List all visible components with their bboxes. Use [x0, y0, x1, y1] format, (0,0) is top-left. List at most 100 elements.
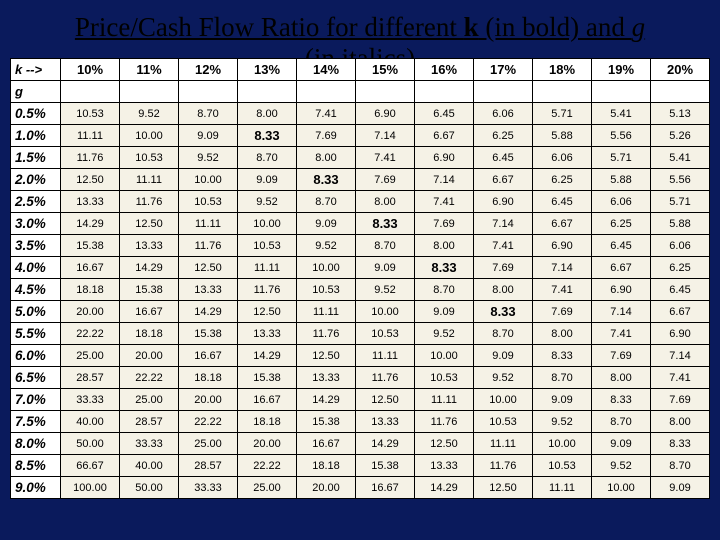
value-cell: 7.69: [533, 301, 592, 323]
value-cell: 13.33: [179, 279, 238, 301]
title-mid: (in bold) and: [479, 12, 632, 42]
value-cell: 25.00: [238, 477, 297, 499]
value-cell: 8.70: [533, 367, 592, 389]
value-cell: 13.33: [61, 191, 120, 213]
value-cell: 8.00: [592, 367, 651, 389]
value-cell: 6.45: [651, 279, 710, 301]
value-cell: 11.76: [238, 279, 297, 301]
value-cell: 8.00: [533, 323, 592, 345]
value-cell: 6.67: [474, 169, 533, 191]
value-cell: 9.52: [120, 103, 179, 125]
value-cell: 15.38: [179, 323, 238, 345]
k-header: 10%: [61, 59, 120, 81]
value-cell: 7.69: [356, 169, 415, 191]
value-cell: 6.67: [651, 301, 710, 323]
value-cell: 6.90: [592, 279, 651, 301]
value-cell: 6.25: [651, 257, 710, 279]
value-cell: 6.06: [474, 103, 533, 125]
corner-k: k -->: [11, 59, 61, 81]
ratio-table-container: k -->10%11%12%13%14%15%16%17%18%19%20%g …: [10, 58, 710, 499]
value-cell: 12.50: [179, 257, 238, 279]
value-cell: 11.76: [179, 235, 238, 257]
g-label: 0.5%: [11, 103, 61, 125]
blank-cell: [592, 81, 651, 103]
value-cell: 40.00: [61, 411, 120, 433]
value-cell: 9.52: [238, 191, 297, 213]
value-cell: 8.70: [356, 235, 415, 257]
value-cell: 7.69: [415, 213, 474, 235]
g-label: 1.5%: [11, 147, 61, 169]
g-label: 7.0%: [11, 389, 61, 411]
value-cell: 7.69: [297, 125, 356, 147]
value-cell: 14.29: [61, 213, 120, 235]
value-cell: 5.88: [533, 125, 592, 147]
value-cell: 7.41: [356, 147, 415, 169]
value-cell: 9.09: [297, 213, 356, 235]
value-cell: 10.00: [415, 345, 474, 367]
value-cell: 14.29: [415, 477, 474, 499]
value-cell: 13.33: [356, 411, 415, 433]
value-cell: 11.11: [179, 213, 238, 235]
value-cell: 11.11: [120, 169, 179, 191]
value-cell: 8.00: [474, 279, 533, 301]
value-cell: 7.14: [651, 345, 710, 367]
value-cell: 9.52: [179, 147, 238, 169]
value-cell: 11.11: [356, 345, 415, 367]
value-cell: 16.67: [120, 301, 179, 323]
value-cell: 10.53: [356, 323, 415, 345]
blank-cell: [61, 81, 120, 103]
value-cell: 8.70: [474, 323, 533, 345]
value-cell: 50.00: [120, 477, 179, 499]
value-cell: 16.67: [61, 257, 120, 279]
value-cell: 8.33: [651, 433, 710, 455]
value-cell: 28.57: [179, 455, 238, 477]
value-cell: 14.29: [297, 389, 356, 411]
value-cell: 6.45: [533, 191, 592, 213]
value-cell: 8.70: [297, 191, 356, 213]
value-cell: 20.00: [179, 389, 238, 411]
value-cell: 25.00: [179, 433, 238, 455]
value-cell: 15.38: [297, 411, 356, 433]
value-cell: 6.67: [415, 125, 474, 147]
value-cell: 10.53: [474, 411, 533, 433]
value-cell: 10.53: [238, 235, 297, 257]
value-cell: 12.50: [297, 345, 356, 367]
value-cell: 18.18: [238, 411, 297, 433]
value-cell: 16.67: [179, 345, 238, 367]
value-cell: 6.90: [415, 147, 474, 169]
value-cell: 10.53: [179, 191, 238, 213]
value-cell: 8.33: [238, 125, 297, 147]
value-cell: 12.50: [356, 389, 415, 411]
g-label: 3.0%: [11, 213, 61, 235]
value-cell: 7.69: [474, 257, 533, 279]
k-header: 15%: [356, 59, 415, 81]
value-cell: 6.90: [533, 235, 592, 257]
value-cell: 10.53: [297, 279, 356, 301]
value-cell: 6.45: [415, 103, 474, 125]
value-cell: 11.76: [415, 411, 474, 433]
value-cell: 10.00: [238, 213, 297, 235]
value-cell: 5.41: [651, 147, 710, 169]
value-cell: 12.50: [61, 169, 120, 191]
value-cell: 5.71: [592, 147, 651, 169]
g-label: 3.5%: [11, 235, 61, 257]
value-cell: 15.38: [238, 367, 297, 389]
value-cell: 7.14: [356, 125, 415, 147]
value-cell: 5.13: [651, 103, 710, 125]
value-cell: 28.57: [61, 367, 120, 389]
title-pre: Price/Cash Flow Ratio for different: [75, 12, 464, 42]
value-cell: 13.33: [415, 455, 474, 477]
value-cell: 20.00: [238, 433, 297, 455]
value-cell: 10.00: [297, 257, 356, 279]
g-label: 5.5%: [11, 323, 61, 345]
value-cell: 9.09: [415, 301, 474, 323]
value-cell: 6.06: [651, 235, 710, 257]
value-cell: 6.06: [533, 147, 592, 169]
k-header: 18%: [533, 59, 592, 81]
value-cell: 13.33: [297, 367, 356, 389]
value-cell: 5.71: [533, 103, 592, 125]
value-cell: 8.33: [356, 213, 415, 235]
value-cell: 9.09: [238, 169, 297, 191]
value-cell: 25.00: [61, 345, 120, 367]
value-cell: 6.25: [592, 213, 651, 235]
